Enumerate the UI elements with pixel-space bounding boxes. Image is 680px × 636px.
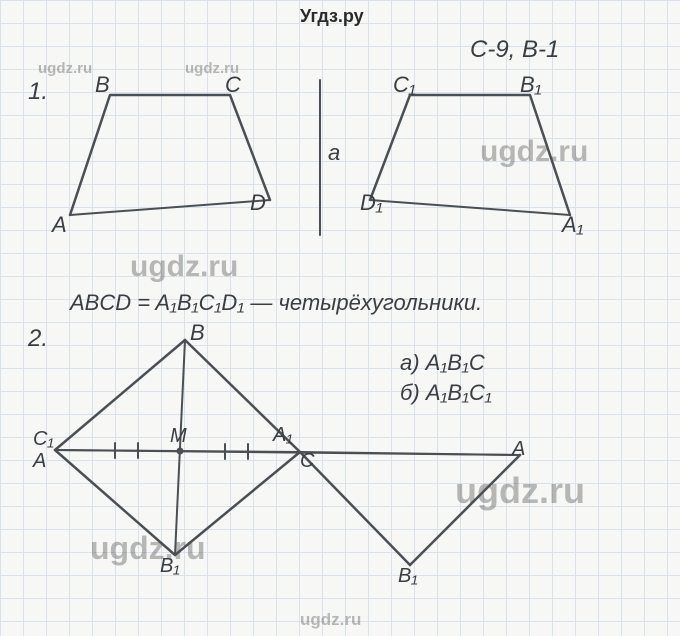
label2-C1: C₁: [33, 428, 54, 451]
page-content: Угдз.ру ugdz.ru ugdz.ru ugdz.ru ugdz.ru …: [0, 0, 680, 636]
label-A: A: [52, 212, 67, 238]
problem-1-conclusion: ABCD = A₁B₁C₁D₁ — четырёхугольники.: [70, 290, 482, 316]
watermark: ugdz.ru: [300, 610, 361, 630]
label2-C: C: [300, 450, 314, 473]
label-C: C: [225, 72, 241, 98]
label2-M: M: [170, 425, 187, 448]
label2-B1-left: B₁: [160, 555, 180, 578]
label2-B: B: [190, 320, 205, 346]
label-D1: D₁: [360, 190, 383, 216]
label-D: D: [250, 190, 266, 216]
label2-B1-right: B₁: [398, 565, 418, 588]
label2-A-right: A: [512, 438, 525, 461]
label-A1: A₁: [562, 212, 584, 238]
label2-A: A: [33, 450, 46, 473]
label2-A1: A₁: [273, 424, 293, 447]
label-C1: C₁: [393, 72, 416, 98]
label-B: B: [95, 72, 110, 98]
watermark: ugdz.ru: [130, 250, 238, 284]
label-B1: B₁: [520, 72, 542, 98]
header-note: С-9, В-1: [470, 36, 559, 64]
site-title: Угдз.ру: [300, 6, 364, 27]
label-a-axis: a: [328, 140, 340, 166]
